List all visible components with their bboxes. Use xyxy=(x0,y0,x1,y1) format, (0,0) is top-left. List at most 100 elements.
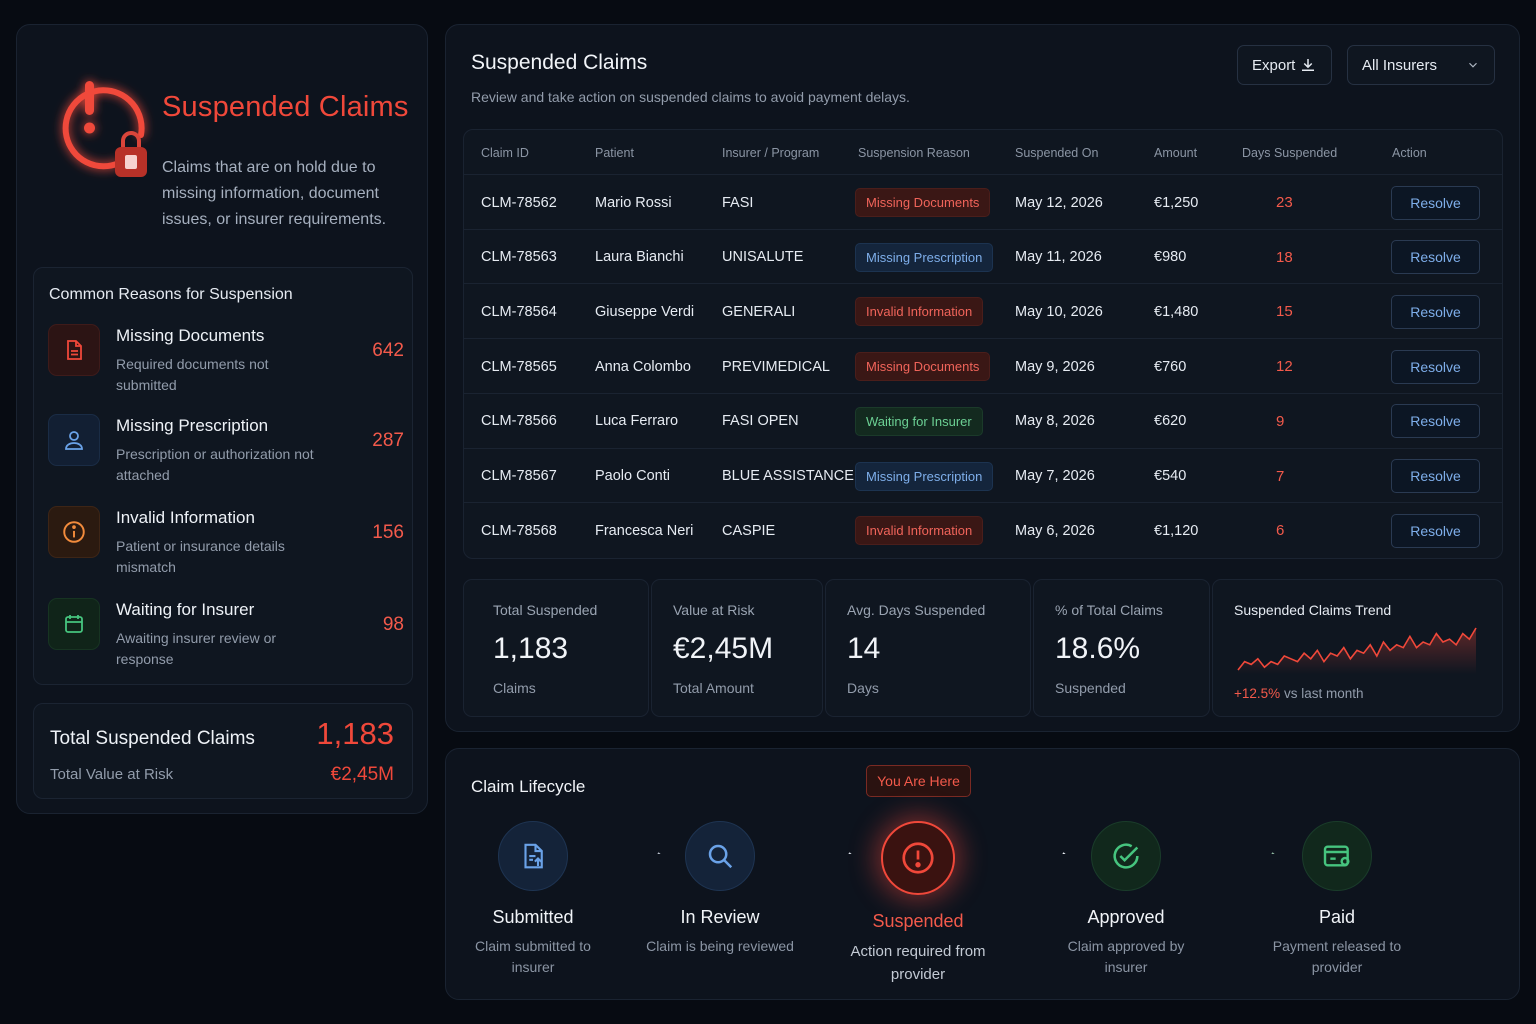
column-header: Suspension Reason xyxy=(858,146,970,160)
stat-unit: Days xyxy=(847,680,879,696)
trend-change: +12.5% xyxy=(1234,686,1281,701)
status-badge: Waiting for Insurer xyxy=(855,406,983,436)
table-row[interactable]: CLM-78567 Paolo Conti BLUE ASSISTANCE Missi… xyxy=(464,447,1502,504)
reason-cell: Missing Prescription xyxy=(855,230,994,285)
resolve-button[interactable]: Resolve xyxy=(1391,349,1480,384)
step-desc: Claim is being reviewed xyxy=(646,938,794,954)
amount-cell: €980 xyxy=(1154,249,1187,266)
stat-label: % of Total Claims xyxy=(1055,602,1163,618)
amount-cell: €760 xyxy=(1154,358,1187,375)
column-header: Claim ID xyxy=(481,146,529,160)
resolve-button[interactable]: Resolve xyxy=(1391,240,1480,275)
trend-sparkline xyxy=(1237,627,1477,674)
stat-label: Avg. Days Suspended xyxy=(847,602,986,618)
status-badge: Invalid Information xyxy=(855,297,984,327)
reason-count: 156 xyxy=(372,522,404,543)
reasons-title: Common Reasons for Suspension xyxy=(49,286,293,303)
reason-cell: Missing Prescription xyxy=(855,449,994,504)
column-header: Action xyxy=(1392,146,1427,160)
step-name: Submitted xyxy=(492,907,574,927)
stat-unit: Suspended xyxy=(1055,680,1126,696)
claim-id-cell: CLM-78566 xyxy=(481,413,557,430)
suspended-on-cell: May 6, 2026 xyxy=(1015,522,1095,539)
step-name: Paid xyxy=(1318,907,1356,927)
step-name: Approved xyxy=(1087,907,1165,927)
reason-desc: Required documents not submitted xyxy=(116,356,269,393)
resolve-button[interactable]: Resolve xyxy=(1391,294,1480,329)
reason-count: 98 xyxy=(382,614,404,635)
resolve-button[interactable]: Resolve xyxy=(1391,404,1480,439)
alert-icon xyxy=(881,821,955,895)
stat-value: 14 xyxy=(847,632,881,665)
export-button[interactable]: Export xyxy=(1237,45,1332,85)
common-reasons-card: Common Reasons for Suspension Missing Do… xyxy=(33,267,413,685)
days-suspended-cell: 9 xyxy=(1276,412,1285,430)
table-row[interactable]: CLM-78566 Luca Ferraro FASI OPEN Waiting fo… xyxy=(464,392,1502,448)
insurer-cell: GENERALI xyxy=(722,303,796,320)
info-icon xyxy=(48,506,100,558)
insurer-cell: UNISALUTE xyxy=(722,249,804,266)
calendar-icon xyxy=(48,598,100,650)
reason-desc: Patient or insurance details mismatch xyxy=(116,538,285,575)
claim-id-cell: CLM-78565 xyxy=(481,358,557,375)
step-name: Suspended xyxy=(872,911,964,931)
table-row[interactable]: CLM-78564 Giuseppe Verdi GENERALI Invalid I… xyxy=(464,283,1502,338)
table-row[interactable]: CLM-78568 Francesca Neri CASPIE Invalid Inf… xyxy=(464,502,1502,557)
reason-item-invalid-information[interactable]: Invalid Information Patient or insurance… xyxy=(48,506,404,586)
reason-name: Waiting for Insurer xyxy=(116,600,255,619)
lifecycle-step-submitted: Submitted Claim submitted to insurer xyxy=(453,821,613,978)
table-row[interactable]: CLM-78562 Mario Rossi FASI Missing Document… xyxy=(464,174,1502,229)
trend-line xyxy=(1237,627,1477,671)
days-suspended-cell: 23 xyxy=(1276,194,1293,211)
reason-item-missing-prescription[interactable]: Missing Prescription Prescription or aut… xyxy=(48,414,404,494)
total-value-amount: €2,45M xyxy=(330,764,394,785)
stat-card-trend: Suspended Claims Trend +12.5% vs last mo… xyxy=(1212,579,1503,717)
reason-item-waiting-for-insurer[interactable]: Waiting for Insurer Awaiting insurer rev… xyxy=(48,598,404,678)
total-value-label: Total Value at Risk xyxy=(50,766,174,783)
patient-cell: Paolo Conti xyxy=(595,468,670,484)
status-badge: Missing Prescription xyxy=(855,461,994,491)
action-cell: Resolve xyxy=(1391,230,1480,285)
insurer-cell: CASPIE xyxy=(722,522,776,539)
resolve-button[interactable]: Resolve xyxy=(1391,459,1480,493)
user-icon xyxy=(48,414,100,466)
table-row[interactable]: CLM-78563 Laura Bianchi UNISALUTE Missing P… xyxy=(464,228,1502,285)
step-desc: Action required from provider xyxy=(850,943,986,983)
insurer-cell: FASI xyxy=(722,194,754,211)
you-are-here-badge: You Are Here xyxy=(866,765,971,797)
step-desc: Claim submitted to insurer xyxy=(475,938,591,975)
total-count: 1,183 xyxy=(316,716,394,751)
document-icon xyxy=(48,324,100,376)
trend-footer: +12.5% vs last month xyxy=(1234,686,1363,701)
total-label: Total Suspended Claims xyxy=(50,728,255,749)
table-row[interactable]: CLM-78565 Anna Colombo PREVIMEDICAL Missing… xyxy=(464,338,1502,394)
total-suspended-card: Total Suspended Claims Total Value at Ri… xyxy=(33,703,413,799)
days-suspended-cell: 6 xyxy=(1276,522,1285,540)
stat-card-value-at-risk: Value at Risk €2,45M Total Amount xyxy=(651,579,823,717)
export-label: Export xyxy=(1252,56,1296,74)
claim-id-cell: CLM-78567 xyxy=(481,468,557,484)
resolve-button[interactable]: Resolve xyxy=(1391,513,1480,548)
column-header: Suspended On xyxy=(1015,146,1099,160)
action-cell: Resolve xyxy=(1391,339,1480,394)
insurer-filter-value: All Insurers xyxy=(1362,56,1438,74)
stat-value: 1,183 xyxy=(493,632,569,665)
status-badge: Missing Documents xyxy=(855,188,991,217)
amount-cell: €540 xyxy=(1154,468,1187,484)
status-badge: Missing Prescription xyxy=(855,242,994,272)
sidebar-title: Suspended Claims xyxy=(162,91,409,123)
insurer-filter-select[interactable]: All Insurers xyxy=(1347,45,1495,85)
reason-desc: Prescription or authorization not attach… xyxy=(116,446,314,483)
claim-id-cell: CLM-78568 xyxy=(481,522,557,539)
status-badge: Missing Documents xyxy=(855,352,991,382)
stat-label: Value at Risk xyxy=(673,602,755,618)
days-suspended-cell: 12 xyxy=(1276,358,1293,376)
patient-cell: Laura Bianchi xyxy=(595,249,684,266)
lifecycle-step-approved: Approved Claim approved by insurer xyxy=(1046,821,1206,978)
resolve-button[interactable]: Resolve xyxy=(1391,185,1480,220)
reason-item-missing-documents[interactable]: Missing Documents Required documents not… xyxy=(48,324,404,404)
patient-cell: Luca Ferraro xyxy=(595,413,679,430)
amount-cell: €1,480 xyxy=(1154,303,1199,320)
stat-unit: Total Amount xyxy=(673,680,754,696)
step-desc: Payment released to provider xyxy=(1272,938,1402,975)
